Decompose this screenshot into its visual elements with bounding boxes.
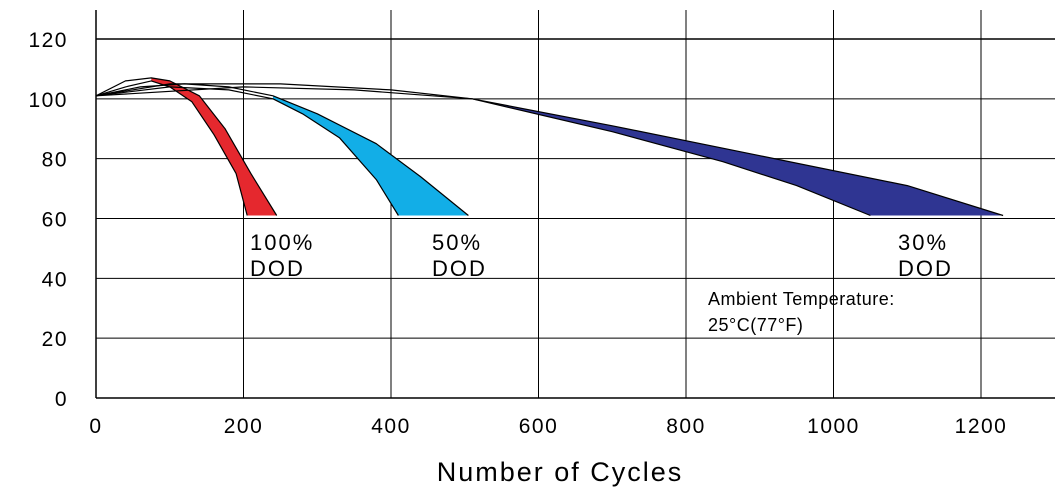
y-tick-label-0: 0	[55, 388, 68, 411]
area-100-dod	[151, 77, 277, 216]
x-tick-label-1000: 1000	[807, 415, 860, 438]
area-30-dod	[472, 98, 1004, 216]
series-labels: 100% DOD 50% DOD 30% DOD	[250, 230, 953, 281]
y-tick-label-40: 40	[42, 268, 68, 291]
series-label-30-dod-line1: 30%	[898, 230, 948, 255]
grid	[96, 10, 1055, 398]
series-label-30-dod-line2: DOD	[898, 256, 953, 281]
curve-lower-100-dod	[95, 80, 248, 216]
curve-lower-30-dod	[95, 86, 871, 217]
series-label-100-dod-line2: DOD	[250, 256, 305, 281]
x-tick-label-800: 800	[666, 415, 706, 438]
y-tick-label-20: 20	[42, 328, 68, 351]
x-tick-label-600: 600	[519, 415, 559, 438]
curve-upper-100-dod	[95, 77, 278, 216]
series-label-100-dod-line1: 100%	[250, 230, 314, 255]
dod-areas	[95, 77, 1004, 217]
annotation-line-1: Ambient Temperature:	[708, 289, 895, 309]
curve-lower-50-dod	[95, 86, 399, 216]
series-label-50-dod-line1: 50%	[432, 230, 482, 255]
y-tick-label-100: 100	[28, 89, 68, 112]
y-tick-label-80: 80	[42, 149, 68, 172]
y-tick-label-60: 60	[42, 209, 68, 232]
x-tick-label-0: 0	[89, 415, 102, 438]
plot-frame	[95, 10, 1055, 399]
x-tick-label-1200: 1200	[955, 415, 1008, 438]
ambient-annotation: Ambient Temperature: 25°C(77°F)	[708, 289, 895, 335]
series-label-50-dod-line2: DOD	[432, 256, 487, 281]
x-tick-label-400: 400	[371, 415, 411, 438]
y-tick-label-120: 120	[28, 29, 68, 52]
x-axis-label: Number of Cycles	[437, 457, 684, 487]
x-tick-label-200: 200	[224, 415, 264, 438]
tick-labels: 0 200 400 600 800 1000 1200 0 20 40 60 80 100 120	[28, 29, 1008, 438]
annotation-line-2: 25°C(77°F)	[708, 315, 803, 335]
